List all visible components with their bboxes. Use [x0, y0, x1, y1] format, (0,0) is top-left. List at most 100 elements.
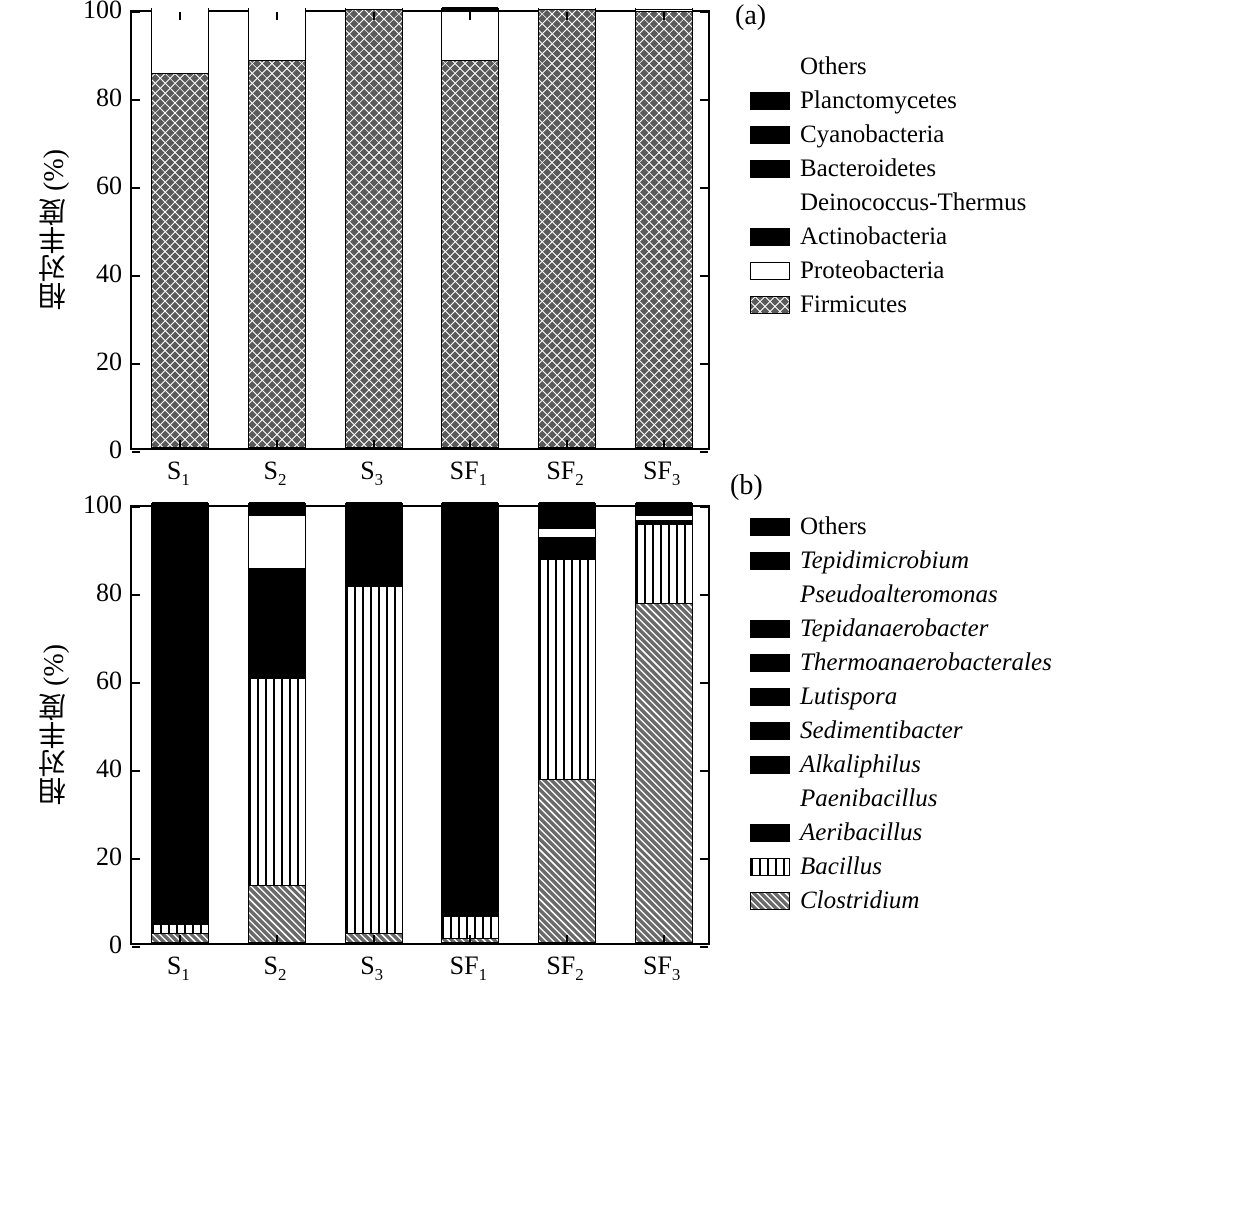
xtick-mark: [663, 507, 665, 515]
xtick-label: S3: [360, 951, 383, 985]
legend-row: Tepidimicrobium: [750, 544, 1052, 578]
ytick-mark: [132, 770, 140, 772]
bar-segment: [539, 537, 595, 559]
legend-label: Thermoanaerobacterales: [800, 649, 1052, 677]
xtick-mark: [373, 12, 375, 20]
xtick-mark: [663, 12, 665, 20]
ytick-mark: [700, 506, 708, 508]
xtick-mark: [276, 507, 278, 515]
panel-a-xticks: S1S2S3SF1SF2SF3: [130, 450, 710, 490]
xtick-mark: [373, 507, 375, 515]
bar-segment: [636, 520, 692, 524]
xtick-mark: [566, 440, 568, 448]
panel-b-legend: OthersTepidimicrobiumPseudoalteromonasTe…: [730, 510, 1052, 918]
xtick-mark: [179, 507, 181, 515]
legend-row: Paenibacillus: [750, 782, 1052, 816]
ytick-mark: [700, 363, 708, 365]
ytick-label: 60: [96, 666, 122, 696]
bar-segment: [346, 586, 402, 934]
bar: [441, 503, 499, 943]
bar-segment: [636, 603, 692, 942]
ytick-label: 80: [96, 578, 122, 608]
bar-segment: [539, 528, 595, 537]
xtick-label: SF1: [450, 951, 487, 985]
legend-swatch: [750, 228, 790, 246]
panel-b-ylabel: 相对丰度 (%): [30, 505, 70, 945]
xtick-label: SF1: [450, 456, 487, 490]
ytick-mark: [132, 187, 140, 189]
bar-segment: [346, 9, 402, 447]
xtick-mark: [469, 440, 471, 448]
panel-a: 相对丰度 (%) 020406080100 S1S2S3SF1SF2SF3 (a…: [30, 10, 1240, 450]
panel-a-yticks: 020406080100: [80, 10, 130, 450]
xtick-label: S3: [360, 456, 383, 490]
ytick-mark: [700, 858, 708, 860]
legend-label: Alkaliphilus: [800, 751, 921, 779]
bar-segment: [152, 73, 208, 447]
xtick-mark: [663, 440, 665, 448]
panel-a-legend: OthersPlanctomycetesCyanobacteriaBactero…: [730, 50, 1026, 322]
xtick-mark: [566, 935, 568, 943]
bar: [345, 8, 403, 448]
ytick-mark: [132, 682, 140, 684]
legend-swatch: [750, 194, 790, 212]
xtick-mark: [566, 507, 568, 515]
ytick-label: 80: [96, 83, 122, 113]
panel-a-label: (a): [735, 0, 766, 32]
xtick-label: SF3: [643, 456, 680, 490]
legend-row: Firmicutes: [750, 288, 1026, 322]
legend-swatch: [750, 688, 790, 706]
xtick-mark: [179, 440, 181, 448]
legend-label: Deinococcus-Thermus: [800, 189, 1026, 217]
legend-label: Others: [800, 53, 867, 81]
bar-segment: [152, 924, 208, 933]
legend-swatch: [750, 824, 790, 842]
xtick-mark: [276, 12, 278, 20]
legend-label: Aeribacillus: [800, 819, 922, 847]
legend-swatch: [750, 586, 790, 604]
xtick-label: S2: [264, 456, 287, 490]
xtick-label: SF3: [643, 951, 680, 985]
legend-swatch: [750, 160, 790, 178]
legend-label: Firmicutes: [800, 291, 907, 319]
ytick-label: 0: [109, 435, 122, 465]
bar-segment: [539, 779, 595, 942]
ytick-mark: [132, 594, 140, 596]
legend-label: Sedimentibacter: [800, 717, 962, 745]
bar-segment: [442, 7, 498, 11]
xtick-label: SF2: [546, 951, 583, 985]
legend-swatch: [750, 756, 790, 774]
legend-row: Pseudoalteromonas: [750, 578, 1052, 612]
bar-segment: [636, 515, 692, 519]
bar: [441, 8, 499, 448]
bar-segment: [249, 515, 305, 568]
bar-segment: [636, 11, 692, 447]
legend-label: Clostridium: [800, 887, 919, 915]
bar: [248, 503, 306, 943]
ytick-mark: [700, 594, 708, 596]
bar-segment: [249, 60, 305, 447]
bar: [538, 8, 596, 448]
legend-row: Cyanobacteria: [750, 118, 1026, 152]
legend-row: Deinococcus-Thermus: [750, 186, 1026, 220]
ytick-mark: [700, 187, 708, 189]
legend-swatch: [750, 262, 790, 280]
panel-a-plot: [130, 10, 710, 450]
legend-row: Tepidanaerobacter: [750, 612, 1052, 646]
bar-segment: [539, 9, 595, 447]
ytick-mark: [700, 770, 708, 772]
legend-label: Planctomycetes: [800, 87, 957, 115]
legend-label: Actinobacteria: [800, 223, 947, 251]
legend-label: Pseudoalteromonas: [800, 581, 998, 609]
bar: [248, 8, 306, 448]
legend-row: Others: [750, 50, 1026, 84]
panel-b-label: (b): [730, 470, 763, 502]
bar: [151, 503, 209, 943]
legend-row: Bacillus: [750, 850, 1052, 884]
xtick-label: S1: [167, 456, 190, 490]
panel-a-ylabel: 相对丰度 (%): [30, 10, 70, 450]
legend-row: Aeribacillus: [750, 816, 1052, 850]
bar: [151, 8, 209, 448]
legend-label: Proteobacteria: [800, 257, 944, 285]
panel-b-yticks: 020406080100: [80, 505, 130, 945]
